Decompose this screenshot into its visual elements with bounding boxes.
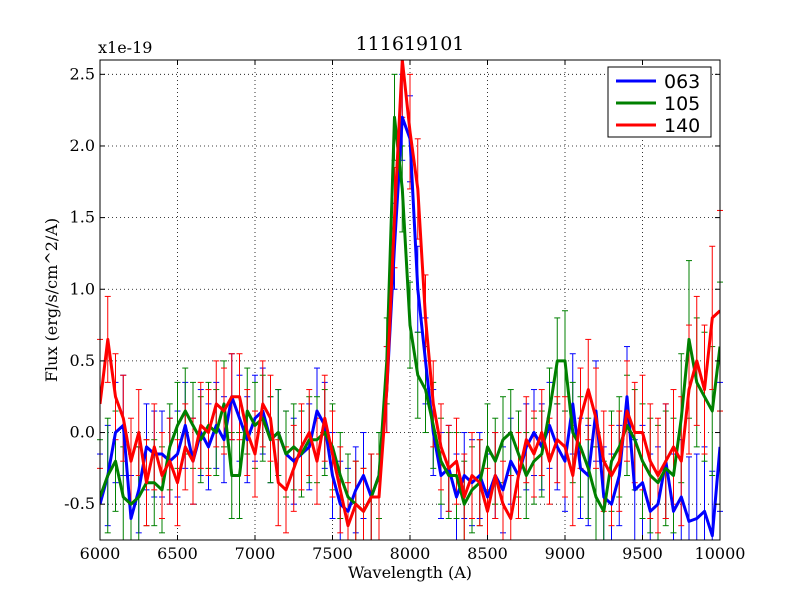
y-tick-label: 0.5 <box>70 351 95 370</box>
x-tick-label: 6000 <box>80 544 121 563</box>
series-lines <box>100 60 720 538</box>
legend-label-063: 063 <box>664 71 700 93</box>
legend-label-105: 105 <box>664 93 700 115</box>
x-tick-label: 8000 <box>390 544 431 563</box>
y-axis-label: Flux (erg/s/cm^2/A) <box>42 218 61 382</box>
x-tick-label: 10000 <box>695 544 746 563</box>
x-tick-label: 9000 <box>545 544 586 563</box>
x-tick-label: 9500 <box>622 544 663 563</box>
x-axis-label: Wavelength (A) <box>348 563 472 582</box>
y-tick-label: 0.0 <box>70 423 95 442</box>
x-tick-label: 8500 <box>467 544 508 563</box>
y-tick-label: 1.5 <box>70 208 95 227</box>
axis-ticks: 6000 6500 7000 7500 8000 8500 9000 9500 10000 -0.… <box>64 60 745 563</box>
chart-title: 111619101 <box>356 33 465 55</box>
series-line-105 <box>100 115 720 513</box>
y-tick-label: 2.5 <box>70 64 95 83</box>
y-offset-label: x1e-19 <box>98 38 152 57</box>
x-tick-label: 7000 <box>235 544 276 563</box>
y-tick-label: 2.0 <box>70 136 95 155</box>
x-tick-label: 6500 <box>157 544 198 563</box>
x-tick-label: 7500 <box>312 544 353 563</box>
y-tick-label: -0.5 <box>64 494 95 513</box>
series-line-140 <box>100 60 720 528</box>
y-tick-label: 1.0 <box>70 279 95 298</box>
legend-label-140: 140 <box>664 115 700 137</box>
